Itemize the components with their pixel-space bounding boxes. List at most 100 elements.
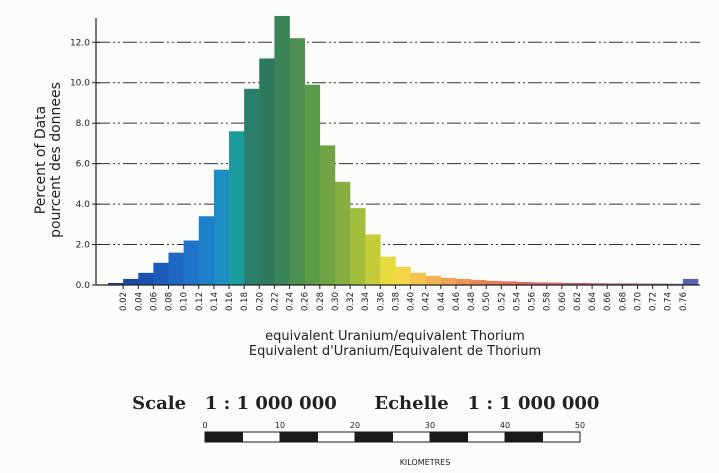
histogram-bar	[637, 283, 653, 285]
histogram-bar	[274, 15, 290, 285]
x-tick-label: 0.68	[618, 292, 628, 311]
histogram-bar	[138, 272, 154, 285]
scale-bar-segment	[504, 431, 543, 443]
histogram-bar	[425, 275, 442, 285]
histogram-bar	[531, 282, 548, 285]
histogram-bar	[380, 256, 396, 285]
histogram-bar	[304, 84, 321, 285]
histogram-bar	[410, 272, 426, 285]
scale-bar-tick-labels: 0 10 20 30 40 50	[202, 421, 585, 430]
histogram-bar	[546, 282, 563, 285]
scale-ratio-en: 1 : 1 000 000	[204, 393, 337, 414]
x-tick-label: 0.66	[603, 292, 613, 311]
histogram-bar	[168, 252, 184, 285]
x-tick-label: 0.42	[422, 292, 432, 311]
histogram-bar	[667, 283, 684, 285]
x-tick-label: 0.60	[558, 292, 568, 311]
x-tick-label: 0.16	[225, 292, 235, 311]
x-tick-label: 0.62	[573, 292, 583, 311]
x-tick-label: 0.44	[437, 292, 447, 311]
histogram-bar	[501, 281, 517, 285]
x-tick-label: 0.56	[528, 292, 538, 311]
x-tick-label: 0.36	[376, 292, 386, 311]
x-tick-label: 0.76	[679, 292, 689, 311]
scale-bar-tick-label: 40	[500, 421, 510, 430]
histogram-bar	[108, 282, 124, 285]
scale-label-en: Scale	[132, 393, 187, 414]
x-tick-label: 0.32	[346, 292, 356, 311]
x-tick-label: 0.10	[180, 292, 190, 311]
x-tick-label: 0.08	[165, 292, 175, 311]
histogram-bar	[259, 58, 275, 286]
histogram-bar	[350, 208, 366, 285]
histogram-bar	[561, 282, 578, 285]
x-tick-label: 0.20	[255, 292, 265, 311]
x-tick-label: 0.46	[452, 292, 462, 311]
scale-statement: Scale 1 : 1 000 000 Echelle 1 : 1 000 00…	[0, 372, 719, 414]
histogram-bar	[183, 240, 200, 285]
scale-ratio-fr: 1 : 1 000 000	[467, 393, 600, 414]
x-tick-label: 0.12	[195, 292, 205, 311]
scale-bar: 0 10 20 30 40 50 KILOMETRES	[0, 418, 719, 469]
histogram-bar	[198, 216, 215, 285]
scale-bar-segment	[354, 431, 393, 443]
y-tick-label: 4.0	[76, 200, 91, 210]
x-tick-label: 0.04	[134, 292, 144, 311]
x-tick-label: 0.02	[119, 292, 129, 311]
y-axis-label-en: Percent of Data	[33, 106, 49, 215]
x-tick-label: 0.14	[210, 292, 220, 311]
histogram-bar	[213, 169, 230, 285]
x-tick-label: 0.50	[482, 292, 492, 311]
x-tick-label: 0.70	[633, 292, 643, 311]
x-tick-label: 0.30	[331, 292, 341, 311]
x-axis-label-en: equivalent Uranium/equivalent Thorium	[265, 329, 525, 344]
x-tick-label: 0.72	[649, 292, 659, 311]
histogram-bars	[108, 15, 699, 286]
scale-bar-segment	[204, 431, 243, 443]
scale-bar-tick-label: 20	[350, 421, 360, 430]
histogram-bar	[244, 88, 260, 285]
x-tick-label: 0.54	[512, 292, 522, 311]
histogram-bar	[576, 282, 593, 285]
x-tick-label: 0.24	[286, 292, 296, 311]
y-axis-label-fr: pourcent des donnees	[48, 82, 64, 238]
histogram-bar	[365, 234, 381, 285]
x-tick-label: 0.74	[664, 292, 674, 311]
x-tick-label: 0.58	[543, 292, 553, 311]
x-tick-label: 0.52	[497, 292, 507, 311]
x-axis-label-fr: Equivalent d'Uranium/Equivalent de Thori…	[249, 344, 541, 359]
histogram-bar	[486, 280, 502, 285]
y-tick-label: 10.0	[70, 79, 90, 89]
histogram-bar	[319, 145, 336, 285]
scale-bar-segment	[429, 431, 468, 443]
histogram-bar	[471, 279, 487, 285]
histogram-bar	[289, 38, 305, 286]
y-tick-labels: 0.0 2.0 4.0 6.0 8.0 10.0 12.0	[70, 38, 90, 291]
y-tick-label: 8.0	[76, 119, 91, 129]
x-tick-label: 0.18	[240, 292, 250, 311]
histogram-bar	[229, 131, 245, 285]
scale-bar-segment	[467, 431, 506, 443]
y-tick-label: 12.0	[70, 38, 90, 48]
x-tick-label: 0.26	[301, 292, 311, 311]
histogram-bar	[395, 266, 411, 285]
y-tick-label: 2.0	[76, 241, 91, 251]
scale-label-fr: Echelle	[374, 393, 449, 414]
histogram-bar	[440, 277, 457, 285]
axes	[92, 18, 700, 289]
histogram-bar	[607, 283, 623, 285]
histogram-bar	[123, 278, 139, 285]
x-tick-label: 0.34	[361, 292, 371, 311]
grid-lines	[96, 41, 700, 246]
x-tick-label: 0.38	[391, 292, 401, 311]
scale-bar-tick-label: 30	[425, 421, 435, 430]
scale-bar-tick-label: 0	[202, 421, 207, 430]
y-tick-label: 0.0	[76, 281, 91, 291]
scale-bar-unit-label: KILOMETRES	[400, 458, 451, 467]
scale-bar-segment	[542, 431, 581, 443]
histogram-bar	[592, 283, 608, 285]
scale-bar-segment	[279, 431, 318, 443]
x-tick-labels: 0.02 0.04 0.06 0.08 0.10 0.12 0.14 0.16 0.18 0.20…	[119, 292, 689, 311]
scale-bar-tick-label: 10	[275, 421, 285, 430]
